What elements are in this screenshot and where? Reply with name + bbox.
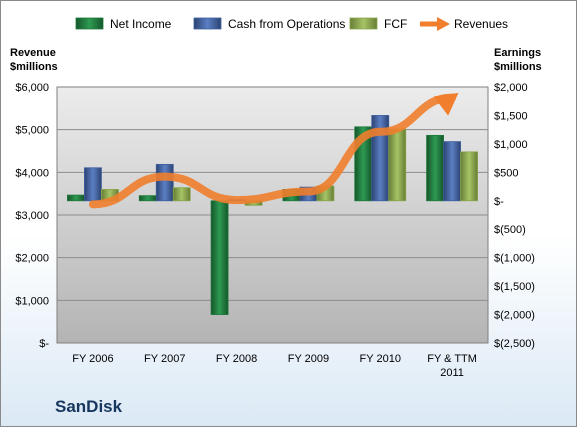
net-income-legend-swatch — [75, 17, 104, 30]
right-tick-label: $(1,000) — [494, 253, 535, 265]
revenue-line — [88, 92, 459, 209]
category-label: FY 2007 — [144, 353, 185, 365]
category-label: FY & TTM 2011 — [427, 353, 477, 379]
left-tick-label: $1,000 — [15, 295, 49, 307]
legend: Net Income Cash from Operations FCF Revenue… — [75, 17, 508, 31]
left-tick-label: $- — [39, 338, 49, 350]
net-income-bar — [426, 134, 444, 202]
left-tick-label: $4,000 — [15, 167, 49, 179]
right-tick-label: $- — [494, 196, 504, 208]
cash-from-operations-legend-label: Cash from Operations — [228, 17, 345, 31]
category-label: FY 2009 — [288, 353, 329, 365]
right-tick-label: $(1,500) — [494, 281, 535, 293]
right-tick-label: $(2,500) — [494, 338, 535, 350]
right-tick-label: $1,000 — [494, 139, 528, 151]
right-axis-title-units: $millions — [494, 61, 542, 73]
left-axis-title-units: $millions — [10, 61, 58, 73]
fcf-bar — [460, 151, 478, 202]
right-tick-label: $1,500 — [494, 110, 528, 122]
right-tick-label: $500 — [494, 167, 518, 179]
cash-from-operations-bar — [155, 163, 174, 202]
left-tick-label: $5,000 — [15, 125, 49, 137]
right-tick-label: $(2,000) — [494, 310, 535, 322]
revenues-line — [88, 93, 457, 209]
left-tick-label: $2,000 — [15, 253, 49, 265]
revenues-arrowhead — [433, 92, 459, 116]
net-income-bar — [138, 195, 157, 202]
right-tick-label: $2,000 — [494, 82, 528, 94]
right-axis-title: Earnings — [494, 47, 541, 59]
fcf-legend-label: FCF — [384, 17, 407, 31]
revenues-legend-label: Revenues — [454, 17, 508, 31]
left-tick-label: $6,000 — [15, 82, 49, 94]
fcf-legend-swatch — [349, 17, 378, 30]
bars — [67, 115, 478, 315]
plot-area — [56, 86, 489, 344]
right-tick-label: $(500) — [494, 224, 526, 236]
cash-from-operations-bar — [84, 167, 102, 202]
net-income-bar — [210, 200, 229, 315]
cash-from-operations-bar — [443, 141, 461, 202]
axes: $- $1,000 $2,000 $3,000 $4,000 $5,000 $6,000 $(… — [10, 47, 542, 379]
category-label: FY 2006 — [72, 353, 113, 365]
fcf-bar — [172, 187, 191, 202]
company-name: SanDisk — [55, 397, 123, 416]
left-axis-title: Revenue — [10, 47, 56, 59]
category-label: FY 2010 — [360, 353, 401, 365]
revenues-legend-arrow — [437, 17, 450, 31]
cash-from-operations-legend-swatch — [193, 17, 222, 30]
left-tick-label: $3,000 — [15, 210, 49, 222]
fcf-bar — [388, 128, 407, 202]
net-income-legend-label: Net Income — [110, 17, 172, 31]
category-label: FY 2008 — [216, 353, 257, 365]
net-income-bar — [67, 194, 85, 202]
